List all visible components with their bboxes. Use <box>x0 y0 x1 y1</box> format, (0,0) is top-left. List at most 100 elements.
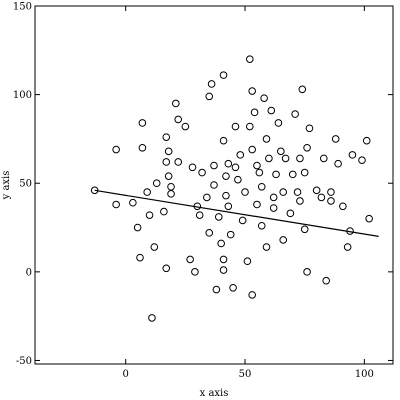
data-point <box>269 204 278 212</box>
data-point <box>231 122 240 131</box>
data-point <box>174 158 182 166</box>
data-point <box>191 268 199 276</box>
data-point <box>262 135 271 143</box>
data-point <box>203 193 211 202</box>
data-point <box>291 110 299 118</box>
data-point <box>327 197 335 205</box>
data-point <box>164 172 173 180</box>
data-point <box>303 143 311 152</box>
data-point <box>246 122 254 131</box>
data-point <box>145 211 154 219</box>
data-point <box>224 159 233 168</box>
data-point <box>162 158 171 166</box>
data-point <box>317 193 326 202</box>
data-point <box>164 147 173 156</box>
data-point <box>343 243 352 251</box>
data-point <box>150 243 159 251</box>
data-point <box>162 133 171 141</box>
data-point <box>296 197 304 205</box>
data-point <box>152 179 161 188</box>
data-point <box>229 283 237 292</box>
y-tick-label: 150 <box>13 2 32 13</box>
data-point <box>296 154 304 163</box>
data-point <box>293 188 302 196</box>
data-point <box>226 230 235 239</box>
data-point <box>303 268 311 276</box>
data-point <box>129 198 137 207</box>
data-point <box>362 136 371 145</box>
data-point <box>219 71 228 79</box>
data-point <box>279 236 288 244</box>
data-point <box>257 221 266 230</box>
data-point <box>167 190 175 198</box>
data-point <box>348 151 357 159</box>
points-layer <box>90 55 373 322</box>
data-point <box>288 170 297 179</box>
data-point <box>312 186 321 195</box>
data-point <box>198 168 206 177</box>
data-point <box>172 99 180 108</box>
data-point <box>210 161 218 170</box>
regression-line <box>94 189 379 237</box>
data-point <box>181 122 190 131</box>
x-axis-label: x axis <box>200 388 229 399</box>
data-point <box>112 145 120 154</box>
y-tick-label: 100 <box>13 90 32 101</box>
data-point <box>112 200 120 209</box>
data-point <box>246 55 254 63</box>
data-point <box>148 314 156 322</box>
data-point <box>300 225 309 234</box>
data-point <box>305 124 314 133</box>
data-point <box>255 168 264 177</box>
data-point <box>195 211 204 219</box>
data-point <box>248 87 256 95</box>
data-point <box>186 255 194 264</box>
data-point <box>248 291 256 299</box>
data-point <box>167 182 175 191</box>
data-point <box>260 94 268 102</box>
data-point <box>174 115 182 124</box>
data-point <box>136 253 144 262</box>
data-point <box>358 156 366 164</box>
data-point <box>205 92 214 101</box>
data-point <box>279 188 288 196</box>
data-point <box>262 243 271 251</box>
data-point <box>217 239 225 248</box>
data-point <box>162 264 171 273</box>
data-point <box>231 163 240 172</box>
data-point <box>224 202 233 211</box>
data-point <box>253 161 261 170</box>
data-point <box>219 136 228 145</box>
data-point <box>238 216 247 225</box>
data-point <box>319 154 328 163</box>
data-point <box>339 202 347 211</box>
data-point <box>334 159 342 168</box>
data-point <box>272 170 280 179</box>
data-point <box>241 188 249 196</box>
data-point <box>212 285 221 294</box>
data-point <box>265 154 273 163</box>
x-tick-label: 50 <box>239 369 252 380</box>
data-point <box>143 188 151 196</box>
data-point <box>207 80 216 88</box>
y-tick-label: -50 <box>16 356 32 367</box>
data-point <box>277 147 285 156</box>
plot-frame <box>34 5 394 365</box>
data-point <box>298 85 307 94</box>
data-point <box>253 200 261 209</box>
data-point <box>269 193 278 202</box>
data-point <box>257 182 266 191</box>
data-point <box>300 168 309 177</box>
data-point <box>188 163 197 172</box>
x-tick-label: 100 <box>355 369 374 380</box>
y-tick-label: 50 <box>19 179 32 190</box>
data-point <box>138 119 147 127</box>
data-point <box>365 214 373 223</box>
data-point <box>219 255 228 264</box>
ticks-layer: 0 50 100 -50 0 50 100 150 <box>13 2 393 380</box>
data-point <box>243 257 252 266</box>
data-point <box>219 266 228 274</box>
data-point <box>234 175 242 184</box>
data-point <box>274 119 283 127</box>
